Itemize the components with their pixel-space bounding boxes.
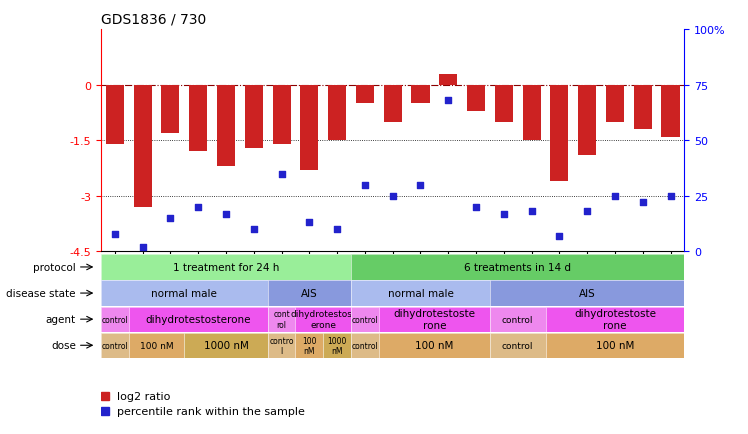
Text: normal male: normal male bbox=[387, 289, 453, 298]
Text: contro
l: contro l bbox=[269, 336, 294, 355]
Bar bbox=[551, 86, 568, 182]
Bar bbox=[606, 86, 624, 122]
Point bbox=[637, 200, 649, 207]
Text: percentile rank within the sample: percentile rank within the sample bbox=[117, 406, 305, 416]
Text: 1000 nM: 1000 nM bbox=[203, 341, 248, 350]
Text: dihydrotestosterone: dihydrotestosterone bbox=[145, 315, 251, 324]
Bar bbox=[356, 86, 374, 104]
Text: 1000
nM: 1000 nM bbox=[328, 336, 347, 355]
Text: 100
nM: 100 nM bbox=[302, 336, 316, 355]
Text: cont
rol: cont rol bbox=[273, 310, 290, 329]
Text: control: control bbox=[502, 341, 533, 350]
Point bbox=[192, 204, 204, 211]
Text: 1 treatment for 24 h: 1 treatment for 24 h bbox=[173, 263, 279, 272]
Point bbox=[165, 215, 177, 222]
Point bbox=[470, 204, 482, 211]
Bar bbox=[245, 86, 263, 148]
Bar bbox=[661, 86, 679, 137]
Point bbox=[109, 230, 121, 237]
Text: dose: dose bbox=[51, 341, 76, 350]
Text: dihydrotestoste
rone: dihydrotestoste rone bbox=[393, 309, 476, 330]
Text: control: control bbox=[352, 315, 378, 324]
Point bbox=[442, 98, 454, 105]
Text: 100 nM: 100 nM bbox=[595, 341, 634, 350]
Point bbox=[275, 171, 287, 178]
Point bbox=[331, 226, 343, 233]
Text: 6 treatments in 14 d: 6 treatments in 14 d bbox=[465, 263, 571, 272]
Bar bbox=[300, 86, 319, 171]
Bar bbox=[272, 86, 290, 145]
Text: AIS: AIS bbox=[301, 289, 318, 298]
Point bbox=[526, 208, 538, 215]
Point bbox=[137, 244, 149, 251]
Text: dihydrotestoste
rone: dihydrotestoste rone bbox=[574, 309, 656, 330]
Point bbox=[664, 193, 676, 200]
Text: AIS: AIS bbox=[579, 289, 595, 298]
Bar bbox=[217, 86, 235, 167]
Point bbox=[359, 182, 371, 189]
Point bbox=[498, 210, 510, 217]
Point bbox=[220, 210, 232, 217]
Point bbox=[581, 208, 593, 215]
Bar bbox=[439, 75, 457, 86]
Bar bbox=[467, 86, 485, 112]
Bar bbox=[134, 86, 152, 207]
Bar bbox=[106, 86, 124, 145]
Point bbox=[387, 193, 399, 200]
Text: disease state: disease state bbox=[6, 289, 76, 298]
Text: control: control bbox=[102, 315, 128, 324]
Point bbox=[248, 226, 260, 233]
Bar bbox=[162, 86, 180, 134]
Text: protocol: protocol bbox=[33, 263, 76, 272]
Bar bbox=[578, 86, 596, 156]
Bar bbox=[189, 86, 207, 152]
Text: dihydrotestost
erone: dihydrotestost erone bbox=[290, 310, 356, 329]
Text: agent: agent bbox=[46, 315, 76, 324]
Bar bbox=[411, 86, 429, 104]
Point bbox=[304, 220, 316, 227]
Point bbox=[414, 182, 426, 189]
Point bbox=[609, 193, 621, 200]
Bar bbox=[495, 86, 513, 122]
Bar bbox=[328, 86, 346, 141]
Point bbox=[554, 233, 565, 240]
Text: GDS1836 / 730: GDS1836 / 730 bbox=[101, 13, 206, 26]
Text: normal male: normal male bbox=[151, 289, 217, 298]
Text: 100 nM: 100 nM bbox=[415, 341, 453, 350]
Bar bbox=[634, 86, 652, 130]
Text: 100 nM: 100 nM bbox=[140, 341, 174, 350]
Bar bbox=[523, 86, 541, 141]
Text: control: control bbox=[502, 315, 533, 324]
Text: control: control bbox=[352, 341, 378, 350]
Text: log2 ratio: log2 ratio bbox=[117, 391, 171, 401]
Text: control: control bbox=[102, 341, 128, 350]
Bar bbox=[384, 86, 402, 122]
